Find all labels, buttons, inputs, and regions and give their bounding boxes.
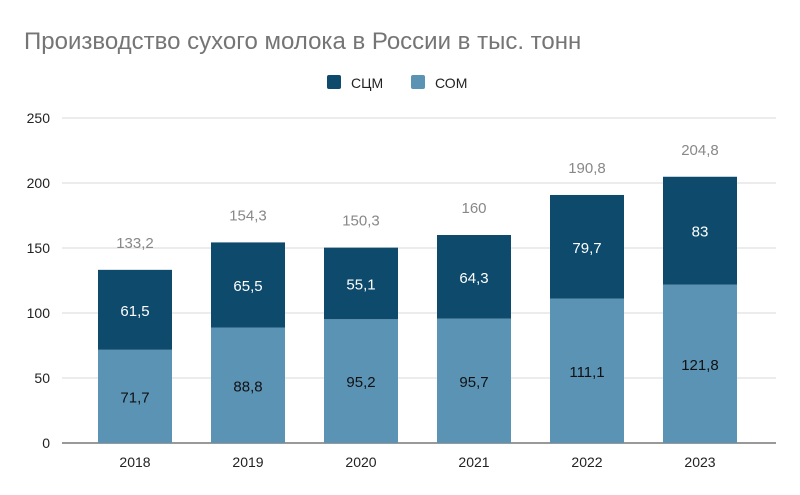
bar-segment <box>211 327 285 443</box>
y-tick-label: 200 <box>27 175 51 191</box>
data-label: 65,5 <box>233 278 262 295</box>
x-tick-label: 2022 <box>571 454 602 470</box>
total-label: 133,2 <box>116 235 154 252</box>
bar-segment <box>211 242 285 328</box>
data-label: 61,5 <box>120 303 149 320</box>
bar-segment <box>437 235 511 319</box>
y-tick-label: 100 <box>27 305 51 321</box>
x-tick-label: 2020 <box>345 454 376 470</box>
data-label: 83 <box>692 224 709 241</box>
data-label: 95,7 <box>459 374 488 391</box>
legend-swatch <box>327 75 341 89</box>
data-label: 88,8 <box>233 378 262 395</box>
data-label: 55,1 <box>346 276 375 293</box>
bar-segment <box>324 319 398 443</box>
bar-segment <box>550 298 624 443</box>
total-label: 190,8 <box>568 160 606 177</box>
y-tick-label: 0 <box>42 435 50 451</box>
data-label: 95,2 <box>346 374 375 391</box>
bar-segment <box>437 318 511 443</box>
bar-segment <box>663 176 737 285</box>
x-tick-label: 2021 <box>458 454 489 470</box>
y-tick-label: 250 <box>27 110 51 126</box>
total-label: 150,3 <box>342 213 380 230</box>
bar-segment <box>550 194 624 299</box>
legend-label: СЦМ <box>351 75 383 91</box>
bar-segment <box>98 349 172 443</box>
x-tick-label: 2023 <box>684 454 715 470</box>
total-label: 154,3 <box>229 207 267 224</box>
y-tick-label: 50 <box>34 370 50 386</box>
total-label: 204,8 <box>681 142 719 159</box>
data-label: 79,7 <box>572 240 601 257</box>
data-label: 121,8 <box>681 357 719 374</box>
bar-segment <box>663 284 737 443</box>
x-tick-label: 2019 <box>232 454 263 470</box>
total-label: 160 <box>461 200 486 217</box>
legend-label: СОМ <box>435 75 467 91</box>
bar-segment <box>98 269 172 350</box>
data-label: 64,3 <box>459 270 488 287</box>
legend-swatch <box>411 75 425 89</box>
bar-segment <box>324 247 398 320</box>
chart-title: Производство сухого молока в России в ты… <box>24 28 582 55</box>
y-tick-label: 150 <box>27 240 51 256</box>
x-tick-label: 2018 <box>119 454 150 470</box>
data-label: 71,7 <box>120 389 149 406</box>
data-label: 111,1 <box>569 364 604 381</box>
